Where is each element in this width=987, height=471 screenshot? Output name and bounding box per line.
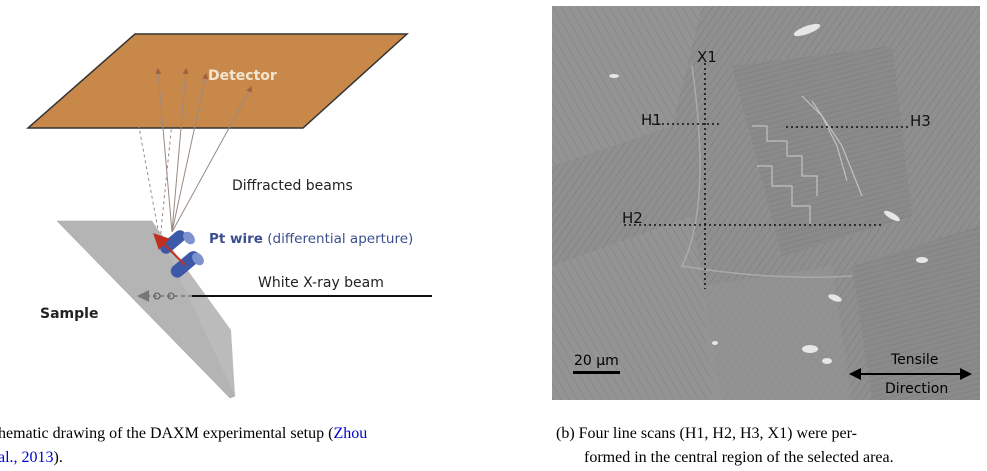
citation-link-zhou[interactable]: Zhou bbox=[333, 425, 368, 442]
sample-label: Sample bbox=[40, 306, 98, 322]
pt-wire-label: Pt wire (differential aperture) bbox=[209, 231, 413, 247]
caption-b-line2: formed in the central region of the sele… bbox=[584, 449, 894, 466]
caption-a-text: hematic drawing of the DAXM experimental… bbox=[0, 425, 334, 442]
daxm-schematic: Detector Diffracted beams bbox=[26, 33, 432, 399]
grain-region bbox=[732, 46, 912, 256]
grain-region bbox=[702, 266, 852, 400]
sample-plane-lower bbox=[57, 221, 235, 396]
grain-boundary bbox=[680, 65, 853, 278]
scale-bar bbox=[573, 371, 620, 374]
grain-region bbox=[552, 6, 702, 166]
xray-beam-label: White X-ray beam bbox=[258, 275, 384, 291]
grain-region bbox=[552, 216, 722, 400]
micrograph: X1 H1 H2 H3 20 μm Tensile Direction bbox=[552, 6, 980, 400]
caption-a-tail: ). bbox=[53, 449, 63, 466]
label-h2: H2 bbox=[622, 209, 643, 227]
slip-steps bbox=[752, 95, 863, 226]
precipitates bbox=[609, 23, 928, 364]
tensile-arrow-left-head bbox=[849, 368, 861, 380]
tensile-arrow-right-head bbox=[960, 368, 972, 380]
tensile-label-2: Direction bbox=[885, 381, 948, 397]
diffracted-beams-label: Diffracted beams bbox=[232, 178, 353, 194]
label-x1: X1 bbox=[697, 48, 717, 66]
tensile-label-1: Tensile bbox=[890, 352, 938, 368]
diffracted-beams bbox=[137, 68, 252, 241]
scale-bar-label: 20 μm bbox=[574, 353, 619, 369]
label-h1: H1 bbox=[641, 111, 662, 129]
wire-motion-arrow bbox=[153, 233, 186, 266]
detector-label: Detector bbox=[208, 68, 277, 84]
micrograph-panel: X1 H1 H2 H3 20 μm Tensile Direction bbox=[552, 6, 980, 400]
line-scans bbox=[624, 63, 908, 289]
grain-region bbox=[852, 226, 980, 400]
detector-plane bbox=[26, 33, 409, 129]
label-h3: H3 bbox=[910, 112, 931, 130]
citation-link-year[interactable]: al., 2013 bbox=[0, 449, 54, 466]
caption-b-line1: (b) Four line scans (H1, H2, H3, X1) wer… bbox=[556, 425, 857, 442]
